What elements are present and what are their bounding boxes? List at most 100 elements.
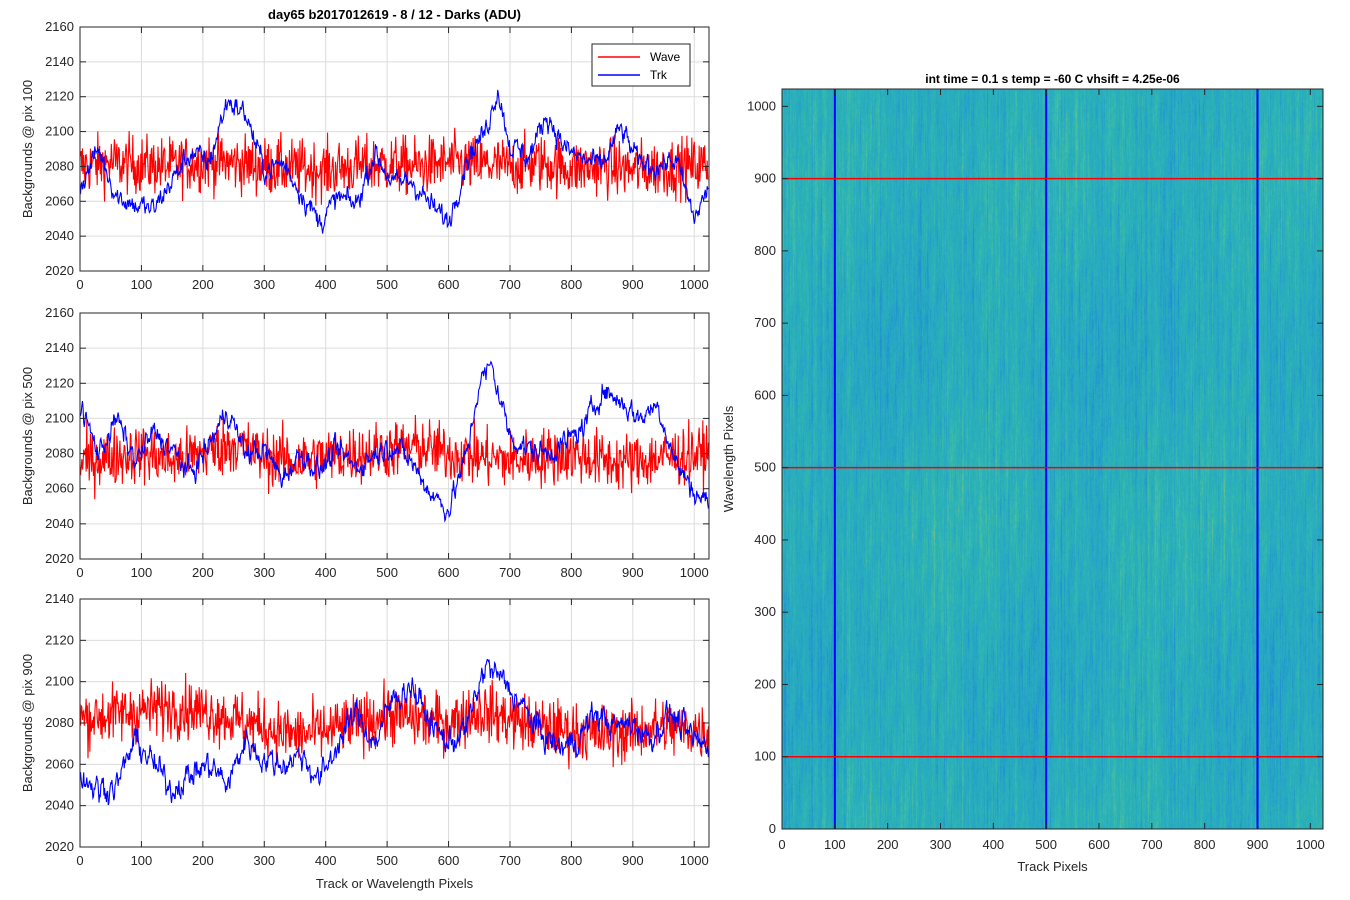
y-tick-label: 0 [769,821,776,836]
plot-area [80,313,709,559]
y-tick-label: 1000 [747,98,776,113]
y-tick-label: 500 [754,460,776,475]
x-tick-label: 500 [376,565,398,580]
x-tick-label: 100 [131,853,153,868]
y-tick-label: 100 [754,749,776,764]
x-tick-label: 800 [1194,837,1216,852]
heatmap-overlays [782,89,1323,829]
heatmap-canvas [782,89,1323,829]
x-tick-label: 600 [438,565,460,580]
y-tick-label: 2060 [45,756,74,771]
series-line-trk [80,89,709,234]
y-tick-label: 2140 [45,591,74,606]
x-tick-label: 900 [622,565,644,580]
x-tick-label: 100 [131,565,153,580]
x-tick-label: 1000 [680,277,709,292]
x-tick-label: 200 [192,565,214,580]
series-group [80,89,709,234]
y-tick-label: 2100 [45,124,74,139]
y-tick-label: 2080 [45,446,74,461]
y-tick-label: 900 [754,171,776,186]
y-axis-label: Backgrounds @ pix 900 [20,654,35,792]
x-tick-label: 1000 [680,853,709,868]
y-tick-label: 2020 [45,551,74,566]
x-tick-label: 100 [824,837,846,852]
y-tick-label: 800 [754,243,776,258]
x-axis-label: Track or Wavelength Pixels [316,876,474,891]
y-tick-label: 2100 [45,674,74,689]
x-tick-label: 400 [315,853,337,868]
y-tick-label: 2140 [45,340,74,355]
y-tick-label: 300 [754,604,776,619]
x-tick-label: 400 [982,837,1004,852]
series-line-trk [80,360,709,523]
series-line-wave [80,672,709,770]
x-tick-label: 700 [499,565,521,580]
y-tick-label: 2060 [45,481,74,496]
y-tick-label: 400 [754,532,776,547]
x-tick-label: 300 [253,565,275,580]
x-tick-label: 800 [561,565,583,580]
y-tick-label: 2140 [45,54,74,69]
y-tick-label: 600 [754,387,776,402]
x-tick-label: 300 [930,837,952,852]
x-tick-label: 100 [131,277,153,292]
y-tick-label: 2040 [45,798,74,813]
x-tick-label: 500 [376,853,398,868]
y-axis-label: Backgrounds @ pix 500 [20,367,35,505]
legend-label-wave: Wave [650,50,681,64]
x-tick-label: 400 [315,565,337,580]
x-tick-label: 300 [253,277,275,292]
legend-label-trk: Trk [650,68,668,82]
series-group [80,360,709,523]
x-tick-label: 600 [438,853,460,868]
y-tick-label: 2020 [45,839,74,854]
axes-box [79,26,710,272]
x-tick-label: 700 [1141,837,1163,852]
y-tick-label: 2160 [45,305,74,320]
y-tick-label: 2020 [45,263,74,278]
y-tick-label: 2120 [45,632,74,647]
y-tick-label: 700 [754,315,776,330]
x-tick-label: 800 [561,277,583,292]
x-tick-label: 0 [76,277,83,292]
x-tick-label: 900 [622,853,644,868]
x-tick-label: 0 [76,565,83,580]
legend-box [591,43,691,87]
heatmap-image [782,89,1323,829]
x-tick-label: 0 [76,853,83,868]
x-tick-label: 200 [192,277,214,292]
x-tick-label: 1000 [680,565,709,580]
line-chart-pix-100: 0 100 200 300 400 500 600 700 800 900 1000 2020 2040… [20,7,710,292]
y-axis-label: Backgrounds @ pix 100 [20,80,35,218]
x-tick-label: 700 [499,277,521,292]
x-tick-label: 600 [438,277,460,292]
y-tick-label: 2080 [45,715,74,730]
x-tick-label: 400 [315,277,337,292]
y-tick-label: 2160 [45,19,74,34]
heatmap-title: int time = 0.1 s temp = -60 C vhsift = 4… [925,72,1180,86]
x-tick-label: 900 [622,277,644,292]
y-tick-label: 2060 [45,193,74,208]
x-tick-label: 500 [1035,837,1057,852]
axes-box [79,312,710,560]
x-tick-label: 200 [877,837,899,852]
heatmap-chart: 0 100 200 300 400 500 600 700 800 900 1000 0 100 200 3… [721,72,1325,874]
x-tick-label: 500 [376,277,398,292]
y-tick-label: 2040 [45,516,74,531]
y-tick-label: 2120 [45,375,74,390]
y-tick-label: 200 [754,676,776,691]
line-chart-pix-500: 0 100 200 300 400 500 600 700 800 900 1000 2020 2040… [20,305,710,580]
y-tick-label: 2040 [45,228,74,243]
x-tick-label: 800 [561,853,583,868]
x-tick-label: 900 [1247,837,1269,852]
y-axis-label: Wavelength Pixels [721,405,736,512]
y-tick-label: 2120 [45,89,74,104]
axes-box [781,88,1324,830]
x-tick-label: 200 [192,853,214,868]
chart-title: day65 b2017012619 - 8 / 12 - Darks (ADU) [268,7,521,22]
line-chart-pix-900: 0 100 200 300 400 500 600 700 800 900 1000 2020 2040… [20,591,710,891]
x-tick-label: 1000 [1296,837,1325,852]
y-tick-label: 2080 [45,158,74,173]
x-tick-label: 300 [253,853,275,868]
